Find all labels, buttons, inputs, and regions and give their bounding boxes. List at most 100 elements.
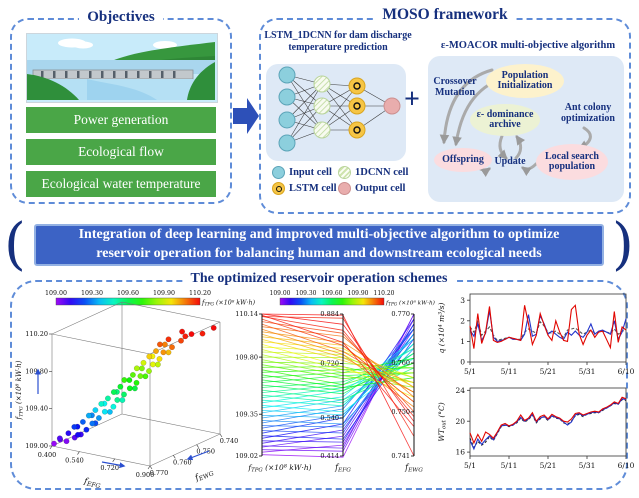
svg-text:0.720: 0.720 xyxy=(320,360,339,368)
svg-text:5/21: 5/21 xyxy=(540,461,557,470)
svg-text:5/31: 5/31 xyxy=(579,461,596,470)
svg-text:5/11: 5/11 xyxy=(501,461,518,470)
svg-text:fEWG: fEWG xyxy=(193,467,215,484)
legend-item-input: Input cell xyxy=(272,166,338,179)
legend-label: LSTM cell xyxy=(289,183,337,194)
svg-text:109.30: 109.30 xyxy=(296,290,317,297)
svg-text:fEWG: fEWG xyxy=(404,463,423,473)
parallel-coordinates-chart: 109.00 109.30 109.60 109.90 110.20 fTPG (×10⁸… xyxy=(235,290,435,473)
left-parenthesis: ( xyxy=(4,212,26,277)
output-cell-icon xyxy=(338,182,351,195)
svg-text:0.740: 0.740 xyxy=(220,437,239,445)
node-update: Update xyxy=(494,156,526,167)
objective-item-power-label: Power generation xyxy=(73,112,169,127)
legend-label: Output cell xyxy=(355,183,406,194)
objective-item-flow: Ecological flow xyxy=(26,139,216,165)
plus-icon: + xyxy=(404,84,420,115)
legend-label: Input cell xyxy=(289,167,332,178)
svg-text:0.760: 0.760 xyxy=(173,458,192,466)
svg-text:0.770: 0.770 xyxy=(391,310,410,318)
framework-title: MOSO framework xyxy=(259,6,631,24)
svg-text:109.80: 109.80 xyxy=(235,353,258,361)
objective-item-temperature: Ecological water temperature xyxy=(26,171,216,197)
svg-text:0.741: 0.741 xyxy=(391,452,410,460)
lstm-network-diagram xyxy=(278,66,401,152)
svg-text:109.40: 109.40 xyxy=(25,405,48,413)
svg-text:fTPG (×10⁸ kW·h): fTPG (×10⁸ kW·h) xyxy=(201,300,256,308)
svg-text:110.20: 110.20 xyxy=(189,290,211,297)
svg-text:2: 2 xyxy=(460,316,465,325)
legend-label: 1DCNN cell xyxy=(355,167,409,178)
svg-text:110.14: 110.14 xyxy=(235,310,258,318)
svg-text:0.414: 0.414 xyxy=(320,452,339,460)
svg-text:0.770: 0.770 xyxy=(150,469,169,477)
moacor-subtitle: ε-MOACOR multi-objective algorithm xyxy=(440,40,616,51)
svg-text:0.760: 0.760 xyxy=(391,359,410,367)
node-population-initialization: Population Initialization xyxy=(486,64,564,98)
svg-text:109.00: 109.00 xyxy=(25,442,48,450)
svg-text:fTPG (×10⁸ kW·h): fTPG (×10⁸ kW·h) xyxy=(247,463,311,473)
svg-text:109.80: 109.80 xyxy=(25,367,48,375)
svg-text:110.20: 110.20 xyxy=(25,330,48,338)
svg-text:5/21: 5/21 xyxy=(540,367,557,376)
svg-text:109.00: 109.00 xyxy=(45,290,67,297)
svg-text:1: 1 xyxy=(460,337,465,346)
svg-text:20: 20 xyxy=(455,417,465,426)
svg-text:q (×10⁴ m³/s): q (×10⁴ m³/s) xyxy=(437,303,446,354)
schemes-title: The optimized reservoir operation scheme… xyxy=(10,271,628,287)
svg-text:0.900: 0.900 xyxy=(136,471,155,479)
integration-banner: Integration of deep learning and improve… xyxy=(34,224,604,266)
node-local-search: Local search population xyxy=(536,144,608,180)
svg-text:109.00: 109.00 xyxy=(270,290,291,297)
objective-item-power: Power generation xyxy=(26,107,216,133)
node-offspring: Offspring xyxy=(434,148,492,172)
svg-text:0.720: 0.720 xyxy=(100,464,119,472)
lstm-legend: Input cell 1DCNN cell LSTM cell Output c… xyxy=(272,166,422,195)
legend-item-1dcnn: 1DCNN cell xyxy=(338,166,422,179)
svg-text:0.750: 0.750 xyxy=(391,408,410,416)
svg-text:5/31: 5/31 xyxy=(579,367,596,376)
svg-text:24: 24 xyxy=(455,386,465,395)
svg-text:5/11: 5/11 xyxy=(501,367,518,376)
dam-illustration xyxy=(26,33,218,103)
svg-text:fEFG: fEFG xyxy=(82,476,102,490)
svg-text:109.90: 109.90 xyxy=(153,290,175,297)
svg-text:3: 3 xyxy=(460,296,465,305)
svg-text:WTout (°C): WTout (°C) xyxy=(437,402,447,441)
dam-illustration-svg xyxy=(27,34,215,100)
svg-text:6/10: 6/10 xyxy=(618,367,635,376)
timeseries-charts: 0 1 2 3 5/1 5/11 5/21 5/31 6/10 q (×10⁴ m³/s) 16 20… xyxy=(437,293,635,470)
objective-item-temperature-label: Ecological water temperature xyxy=(41,176,201,191)
svg-text:0.540: 0.540 xyxy=(320,414,339,422)
svg-text:6/10: 6/10 xyxy=(618,461,635,470)
input-cell-icon xyxy=(272,166,285,179)
svg-text:109.60: 109.60 xyxy=(117,290,139,297)
svg-text:fEFG: fEFG xyxy=(334,463,351,473)
lstm-subtitle: LSTM_1DCNN for dam discharge temperature… xyxy=(264,30,412,53)
svg-text:16: 16 xyxy=(455,448,465,457)
svg-text:109.60: 109.60 xyxy=(322,290,343,297)
svg-text:0.540: 0.540 xyxy=(65,457,84,465)
svg-text:109.90: 109.90 xyxy=(348,290,369,297)
arrow-right-icon xyxy=(233,98,259,134)
svg-text:5/1: 5/1 xyxy=(464,461,476,470)
svg-text:110.20: 110.20 xyxy=(374,290,395,297)
legend-item-lstm: LSTM cell xyxy=(272,182,338,195)
svg-text:109.30: 109.30 xyxy=(81,290,103,297)
pareto-3d-chart: 109.00 109.30 109.60 109.90 110.20 fTPG (×10⁸… xyxy=(15,290,256,490)
objective-item-flow-label: Ecological flow xyxy=(78,144,164,159)
objectives-title: Objectives xyxy=(10,9,232,26)
1dcnn-cell-icon xyxy=(338,166,351,179)
svg-text:109.02: 109.02 xyxy=(235,452,258,460)
moacor-flowchart-box: Population Initialization Crossover Muta… xyxy=(428,56,624,202)
right-parenthesis: ) xyxy=(612,212,634,277)
node-ant-colony: Ant colony optimization xyxy=(561,102,615,124)
node-dominance-archive: ε- dominance archive xyxy=(470,104,540,136)
svg-text:0.400: 0.400 xyxy=(38,451,57,459)
svg-text:fTPG (×10⁸ kW·h): fTPG (×10⁸ kW·h) xyxy=(15,360,24,420)
svg-text:5/1: 5/1 xyxy=(464,367,476,376)
svg-text:fTPG (×10⁸ kW·h): fTPG (×10⁸ kW·h) xyxy=(385,300,435,307)
legend-item-output: Output cell xyxy=(338,182,422,195)
lstm-cell-icon xyxy=(272,182,285,195)
